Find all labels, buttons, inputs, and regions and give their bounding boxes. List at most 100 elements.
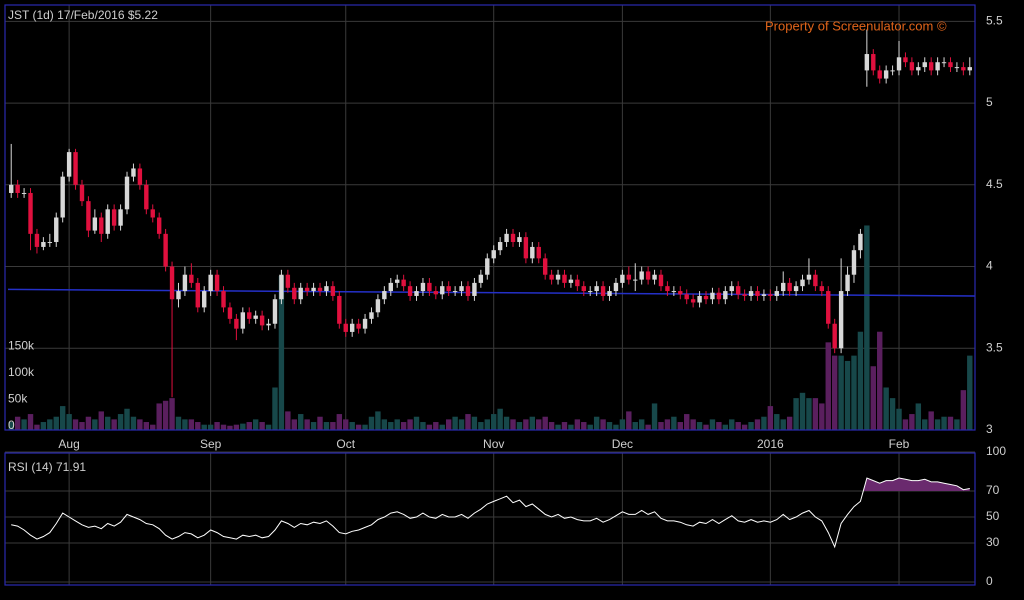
- candle-body: [221, 291, 226, 308]
- plot: [7, 29, 976, 549]
- volume-bar: [593, 416, 600, 430]
- volume-bar: [529, 416, 536, 430]
- volume-bar: [92, 419, 98, 430]
- volume-bar: [831, 355, 838, 430]
- candle-body: [671, 291, 677, 293]
- volume-bar: [503, 416, 510, 430]
- volume-bar: [510, 419, 516, 430]
- volume-bar: [117, 414, 124, 430]
- candle-body: [517, 237, 522, 243]
- volume-bar: [902, 419, 909, 430]
- candle-body: [343, 323, 348, 332]
- candle-body: [491, 250, 496, 259]
- candle-body: [266, 323, 271, 326]
- candle-body: [594, 286, 599, 292]
- candle-body: [748, 291, 754, 296]
- volume-bar: [864, 225, 870, 430]
- price-panel-frame: [4, 4, 976, 431]
- chart-title: JST (1d) 17/Feb/2016 $5.22: [8, 8, 158, 22]
- candle-body: [414, 291, 419, 296]
- candle-body: [948, 62, 953, 68]
- candle-body: [961, 67, 966, 71]
- volume-bar: [59, 406, 66, 430]
- volume-bar: [362, 424, 368, 430]
- volume-bar: [889, 398, 896, 430]
- volume-bar: [426, 424, 433, 430]
- candle-body: [111, 209, 117, 226]
- y-tick-label: 100: [986, 444, 1006, 458]
- volume-bar: [960, 390, 967, 430]
- candle-body: [903, 57, 908, 63]
- candle-body: [208, 274, 213, 292]
- volume-bar: [548, 422, 555, 430]
- candle-body: [144, 184, 149, 210]
- candle-body: [697, 295, 702, 303]
- volume-tick-label: 50k: [8, 392, 28, 406]
- volume-bar: [323, 422, 330, 430]
- candle-body: [15, 184, 20, 193]
- candle-body: [465, 286, 471, 296]
- volume-bar: [555, 424, 561, 430]
- candle-body: [34, 233, 40, 247]
- candle-body: [472, 282, 477, 296]
- candle-body: [395, 279, 400, 283]
- volume-bar: [497, 408, 503, 430]
- candle-body: [60, 176, 65, 218]
- volume-bar: [799, 392, 806, 430]
- candle-body: [292, 287, 297, 300]
- candle-body: [362, 318, 368, 329]
- volume-bar: [883, 387, 889, 430]
- candle-body: [735, 286, 741, 295]
- candle-body: [21, 192, 27, 194]
- candle-body: [99, 217, 104, 234]
- volume-bar: [465, 414, 471, 430]
- candle-body: [588, 291, 593, 293]
- volume-bar: [478, 422, 484, 430]
- volume-bar: [137, 419, 143, 430]
- volume-bar: [934, 419, 941, 430]
- candle-body: [684, 294, 689, 300]
- candle-body: [639, 271, 644, 280]
- volume-bar: [600, 419, 606, 430]
- candle-body: [645, 271, 651, 280]
- volume-bar: [252, 419, 259, 430]
- candle-body: [845, 274, 850, 292]
- candle-body: [247, 312, 252, 319]
- volume-bar: [317, 416, 323, 430]
- candle-body: [909, 62, 915, 71]
- volume-bar: [619, 419, 626, 430]
- volume-bar: [786, 416, 793, 430]
- candle-body: [620, 274, 625, 283]
- volume-bar: [388, 422, 394, 430]
- volume-bar: [870, 366, 876, 430]
- candle-body: [150, 209, 155, 218]
- volume-bar: [812, 398, 819, 430]
- candle-body: [864, 54, 870, 71]
- volume-bar: [954, 419, 960, 430]
- volume-bar: [793, 398, 799, 430]
- volume-bar: [298, 414, 304, 430]
- candle-body: [118, 209, 123, 226]
- y-tick-label: 4.5: [986, 177, 1003, 191]
- volume-bar: [349, 422, 355, 430]
- volume-bar: [851, 355, 857, 430]
- volume-bar: [85, 416, 92, 430]
- candle-body: [652, 274, 657, 280]
- candle-body: [954, 67, 960, 69]
- candle-body: [787, 282, 792, 292]
- x-tick-label: 2016: [757, 437, 784, 451]
- candle-body: [510, 233, 516, 243]
- y-tick-label: 0: [986, 574, 993, 588]
- volume-bar: [355, 424, 362, 430]
- candle-body: [195, 282, 200, 308]
- volume-bar: [651, 403, 658, 430]
- volume-bar: [285, 411, 291, 430]
- volume-bar: [278, 275, 285, 430]
- volume-bar: [877, 331, 883, 430]
- candle-body: [883, 70, 889, 79]
- volume-bar: [922, 419, 928, 430]
- volume-bar: [413, 416, 420, 430]
- candle-body: [202, 291, 207, 308]
- candle-body: [542, 258, 548, 275]
